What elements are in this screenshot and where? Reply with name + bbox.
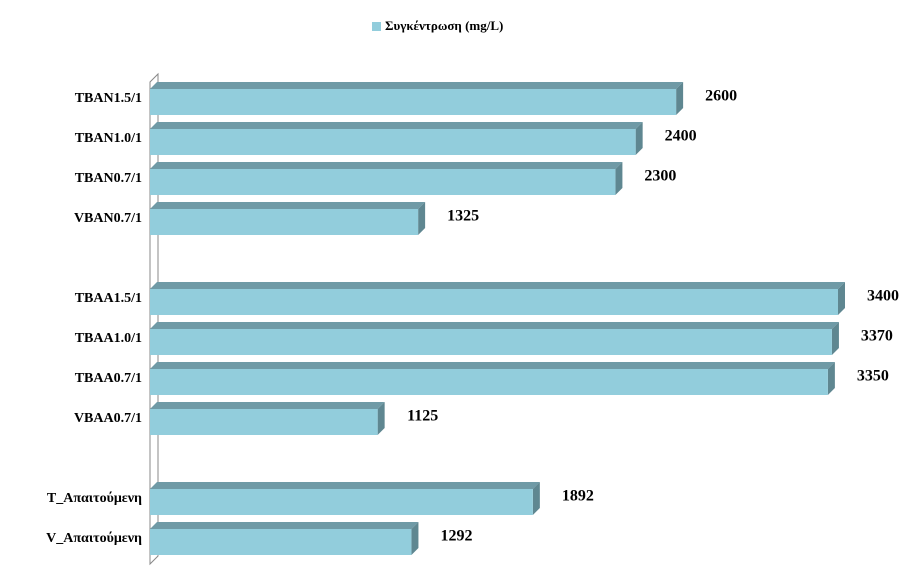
y-tick-label: TBAA0.7/1 xyxy=(75,371,142,386)
data-label: 1892 xyxy=(562,488,594,505)
data-label: 3370 xyxy=(861,328,893,345)
data-label: 2300 xyxy=(644,168,676,185)
data-label: 2600 xyxy=(705,88,737,105)
bar xyxy=(150,209,419,235)
y-tick-label: TBAN0.7/1 xyxy=(75,171,142,186)
y-tick-label: VBAN0.7/1 xyxy=(74,211,142,226)
y-tick-label: V_Απαιτούμενη xyxy=(46,531,142,546)
legend-swatch xyxy=(372,22,381,31)
legend-label: Συγκέντρωση (mg/L) xyxy=(385,18,503,33)
bar xyxy=(150,489,533,515)
y-tick-label: T_Απαιτούμενη xyxy=(47,491,142,506)
bar xyxy=(150,409,378,435)
bar-side xyxy=(831,322,839,355)
bar-top xyxy=(150,482,540,489)
bar-side xyxy=(377,402,385,435)
bar-side xyxy=(676,82,684,115)
y-tick-label: TBAA1.5/1 xyxy=(75,291,142,306)
bar xyxy=(150,329,832,355)
bar-side xyxy=(838,282,845,315)
bar-top xyxy=(150,122,643,129)
data-label: 3400 xyxy=(867,288,899,305)
bar xyxy=(150,289,838,315)
data-label: 1125 xyxy=(407,408,438,425)
bar-side xyxy=(411,522,419,555)
y-tick-label: TBAA1.0/1 xyxy=(75,331,142,346)
y-tick-label: VBAA0.7/1 xyxy=(74,411,142,426)
bar-side xyxy=(635,122,643,155)
bar-side xyxy=(827,362,835,395)
bar-top xyxy=(150,202,426,209)
y-tick-label: TBAN1.0/1 xyxy=(75,131,142,146)
axis-wall xyxy=(149,72,159,566)
bar-top xyxy=(150,282,845,289)
bar xyxy=(150,369,828,395)
data-label: 3350 xyxy=(857,368,889,385)
bar-side xyxy=(615,162,623,195)
bar xyxy=(150,129,636,155)
bar xyxy=(150,529,412,555)
bar-top xyxy=(150,82,684,89)
bar-top xyxy=(150,322,839,329)
bar-top xyxy=(150,362,835,369)
bar-top xyxy=(150,402,385,409)
y-tick-label: TBAN1.5/1 xyxy=(75,91,142,106)
bar-top xyxy=(150,522,419,529)
bar-side xyxy=(418,202,426,235)
bar-side xyxy=(532,482,540,515)
data-label: 1292 xyxy=(440,528,472,545)
bar xyxy=(150,169,616,195)
bar-top xyxy=(150,162,623,169)
data-label: 1325 xyxy=(447,208,479,225)
bar xyxy=(150,89,677,115)
data-label: 2400 xyxy=(665,128,697,145)
